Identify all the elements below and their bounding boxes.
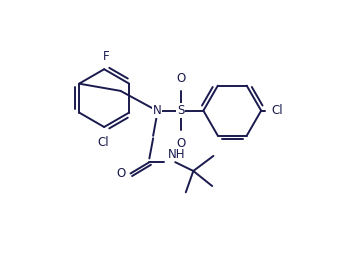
Text: F: F <box>103 50 110 63</box>
Text: O: O <box>116 167 126 180</box>
Text: N: N <box>153 104 161 117</box>
Text: S: S <box>177 104 184 117</box>
Text: NH: NH <box>168 148 186 161</box>
Text: O: O <box>176 72 185 85</box>
Text: Cl: Cl <box>97 136 109 149</box>
Text: O: O <box>176 137 185 150</box>
Text: Cl: Cl <box>271 104 283 117</box>
